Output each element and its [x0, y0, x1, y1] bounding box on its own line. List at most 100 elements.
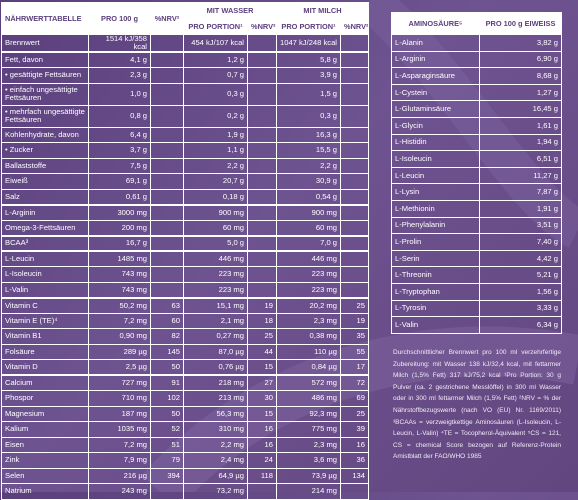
table-cell: Salz — [1, 188, 89, 205]
table-cell: 0,3 g — [183, 82, 248, 106]
table-cell: 1,27 g — [479, 83, 562, 102]
table-cell: 60 mg — [183, 219, 248, 236]
table-cell: Kohlenhydrate, davon — [1, 126, 89, 143]
table-cell: 3,7 g — [88, 142, 151, 159]
subheader-cell: %NRV² — [340, 19, 369, 35]
table-cell: 216 µg — [88, 467, 151, 484]
table-cell: 118 — [247, 467, 277, 484]
table-row: L-Threonin 5,21 g — [391, 266, 562, 284]
table-cell — [340, 157, 369, 174]
table-row: Vitamin B1 0,90 mg 82 0,27 mg 25 0,38 mg 35 — [1, 328, 369, 345]
table-row: L-Isoleucin 6,51 g — [391, 150, 562, 168]
table-row: Kohlenhydrate, davon 6,4 g 1,9 g 16,3 g — [1, 126, 369, 143]
table-cell: L-Glycin — [391, 116, 480, 135]
table-cell: Selen — [1, 467, 89, 484]
table-cell: 20,2 mg — [276, 296, 341, 314]
table-cell — [247, 126, 277, 143]
table-row: Calcium 727 mg 91 218 mg 27 572 mg 72 — [1, 374, 369, 391]
table-cell: 0,54 g — [276, 188, 341, 205]
table-row: L-Valin 6,34 g — [391, 316, 562, 334]
table-cell — [340, 281, 369, 298]
table-cell: 710 mg — [88, 390, 151, 407]
table-cell: 25 — [247, 328, 277, 345]
table-cell: 3,82 g — [479, 34, 562, 52]
table-cell: Vitamin E (TE)⁴ — [1, 312, 89, 329]
table-cell: Vitamin D — [1, 359, 89, 376]
table-cell: 1047 kJ/248 kcal — [276, 34, 341, 53]
table-row: Eiweiß 69,1 g 20,7 g 30,9 g — [1, 173, 369, 190]
table-cell: L-Alanin — [391, 34, 480, 52]
subheader-cell: PRO PORTION¹ — [276, 19, 341, 35]
amino-table: AMINOSÄURE⁵ PRO 100 g EIWEISS L-Alanin 3,… — [391, 12, 562, 334]
table-cell — [247, 51, 277, 68]
table-cell: 7,5 g — [88, 157, 151, 174]
table-cell: 0,84 µg — [276, 359, 341, 376]
table-cell: 1485 mg — [88, 250, 151, 267]
table-cell: 743 mg — [88, 281, 151, 298]
table-cell: Magnesium — [1, 405, 89, 422]
table-cell: 446 mg — [183, 250, 248, 267]
table-cell: 6,34 g — [479, 316, 562, 334]
table-cell — [247, 173, 277, 190]
table-cell: 110 µg — [276, 343, 341, 360]
footnote: Durchschnittlicher Brennwert pro 100 ml … — [393, 349, 561, 461]
table-cell: 36 — [340, 452, 369, 469]
table-cell: 743 mg — [88, 266, 151, 283]
table-cell: 79 — [150, 452, 184, 469]
table-cell: 5,0 g — [183, 234, 248, 252]
table-cell: 91 — [150, 374, 184, 391]
table-cell — [247, 157, 277, 174]
table-cell: 2,2 g — [183, 157, 248, 174]
table-cell: 0,76 µg — [183, 359, 248, 376]
table-cell: 394 — [150, 467, 184, 484]
table-cell — [247, 250, 277, 267]
table-row: Zink 7,9 mg 79 2,4 mg 24 3,6 mg 36 — [1, 452, 369, 469]
table-cell — [340, 34, 369, 53]
table-cell: 20,7 g — [183, 173, 248, 190]
table-cell: 39 — [340, 421, 369, 438]
table-cell — [150, 157, 184, 174]
table-cell — [340, 250, 369, 267]
table-cell: 16,45 g — [479, 100, 562, 118]
table-cell: Natrium — [1, 483, 89, 500]
table-row: L-Glutaminsäure 16,45 g — [391, 100, 562, 118]
table-cell: 3,33 g — [479, 299, 562, 318]
table-cell: Folsäure — [1, 343, 89, 360]
table-cell: 2,1 mg — [183, 312, 248, 329]
table-row: Phospor 710 mg 102 213 mg 30 486 mg 69 — [1, 390, 369, 407]
table-cell: 2,2 g — [276, 157, 341, 174]
table-cell: 50 — [150, 405, 184, 422]
table-cell: 16,3 g — [276, 126, 341, 143]
table-cell — [150, 250, 184, 267]
table-cell: • Zucker — [1, 142, 89, 159]
table-cell: 2,4 mg — [183, 452, 248, 469]
table-cell: 223 mg — [276, 281, 341, 298]
table-cell: BCAA³ — [1, 234, 89, 252]
table-cell: L-Tryptophan — [391, 282, 480, 301]
table-cell — [150, 219, 184, 236]
table-cell: • mehrfach ungesättigte Fettsäuren — [1, 104, 89, 128]
table-cell: 900 mg — [276, 203, 341, 221]
table-cell: 15,1 mg — [183, 296, 248, 314]
table-cell — [150, 173, 184, 190]
table-cell: 3000 mg — [88, 203, 151, 221]
table-cell — [247, 266, 277, 283]
table-cell — [340, 234, 369, 252]
table-row: • Zucker 3,7 g 1,1 g 15,5 g — [1, 142, 369, 159]
table-cell: 243 mg — [88, 483, 151, 500]
table-cell: 16 — [340, 436, 369, 453]
table-cell: 18 — [247, 312, 277, 329]
table-cell — [150, 188, 184, 205]
table-cell — [340, 203, 369, 221]
table-row: Kalium 1035 mg 52 310 mg 16 775 mg 39 — [1, 421, 369, 438]
table-cell: 218 mg — [183, 374, 248, 391]
table-cell: 486 mg — [276, 390, 341, 407]
table-row: • gesättigte Fettsäuren 2,3 g 0,7 g 3,9 g — [1, 67, 369, 84]
table-cell — [247, 483, 277, 500]
table-cell: 35 — [340, 328, 369, 345]
table-cell: L-Phenylalanin — [391, 216, 480, 235]
table-cell: 289 µg — [88, 343, 151, 360]
table-cell: 0,8 g — [88, 104, 151, 128]
table-cell: 1514 kJ/358 kcal — [88, 34, 151, 53]
amino-body: L-Alanin 3,82 g L-Arginin 6,90 g L-Asparagin… — [391, 34, 562, 334]
